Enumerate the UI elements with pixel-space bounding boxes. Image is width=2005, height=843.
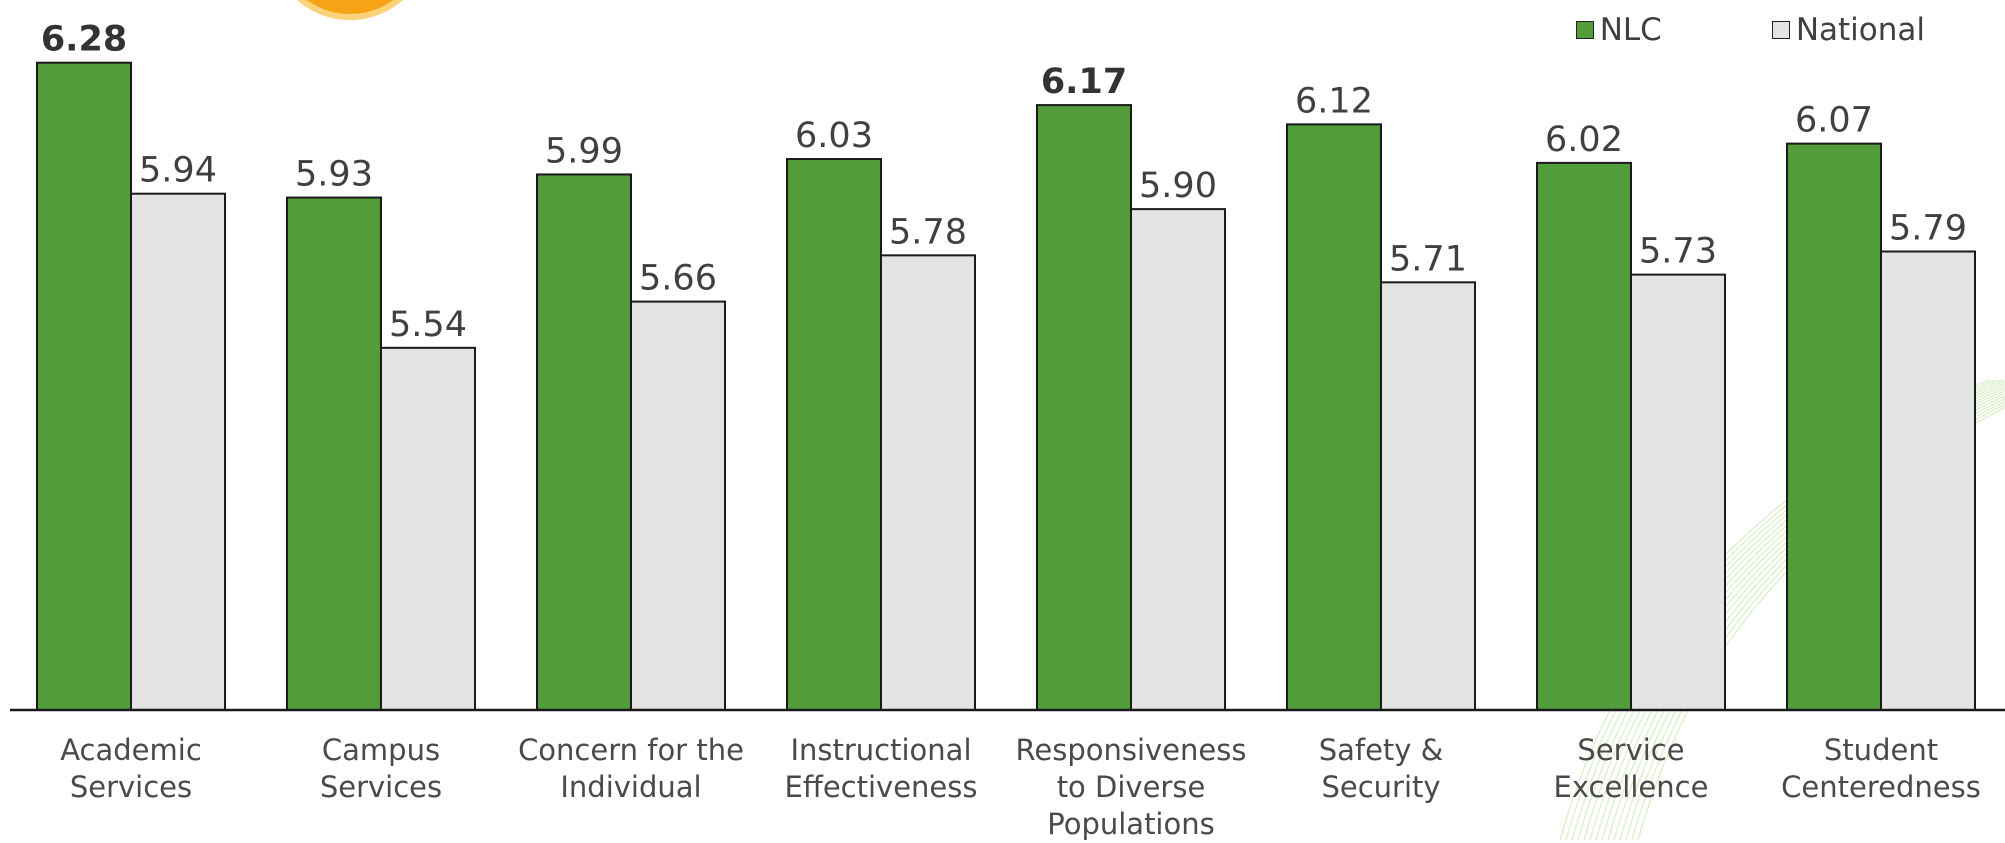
category-label: Services: [70, 770, 192, 804]
data-label-national: 5.73: [1639, 232, 1717, 272]
category-label: Individual: [560, 770, 701, 804]
bar-national: [1880, 250, 1976, 711]
legend-swatch-nlc: [1575, 21, 1594, 39]
category-label: Campus: [322, 733, 440, 767]
category-label: Effectiveness: [785, 770, 978, 804]
data-label-nlc: 6.02: [1545, 120, 1623, 160]
category-label: Academic: [60, 733, 202, 767]
data-label-nlc: 5.99: [545, 131, 623, 171]
category-label: Safety &: [1319, 733, 1444, 767]
category-label: Services: [320, 770, 442, 804]
bar-nlc: [286, 196, 382, 711]
bar-national: [1630, 273, 1726, 711]
data-label-nlc: 5.93: [295, 155, 373, 195]
data-label-nlc: 6.07: [1795, 101, 1873, 141]
category-label: Populations: [1047, 807, 1214, 841]
bar-national: [1130, 208, 1226, 711]
category-label: Service: [1577, 733, 1684, 767]
category-label: to Diverse: [1057, 770, 1206, 804]
category-label: Excellence: [1554, 770, 1709, 804]
bar-national: [1380, 281, 1476, 711]
legend-item-national: National: [1771, 12, 1925, 48]
legend-swatch-national: [1771, 21, 1790, 39]
legend-label-nlc: NLC: [1599, 12, 1662, 48]
data-label-national: 5.66: [639, 259, 717, 299]
bar-nlc: [786, 158, 882, 711]
bar-nlc: [1286, 123, 1382, 711]
data-label-nlc: 6.03: [795, 116, 873, 156]
bar-national: [880, 254, 976, 711]
category-label: Instructional: [790, 733, 971, 767]
category-label: Responsiveness: [1016, 733, 1247, 767]
chart-legend: NLC National: [1575, 12, 1925, 48]
category-label: Centeredness: [1781, 770, 1981, 804]
bar-nlc: [1786, 142, 1882, 711]
category-label: Security: [1321, 770, 1440, 804]
bar-national: [630, 300, 726, 711]
data-label-nlc: 6.28: [41, 20, 127, 60]
data-label-national: 5.79: [1889, 209, 1967, 249]
data-label-nlc: 6.12: [1295, 81, 1373, 121]
legend-item-nlc: NLC: [1575, 12, 1662, 48]
bar-nlc: [36, 61, 132, 712]
legend-label-national: National: [1795, 12, 1925, 48]
bar-nlc: [536, 173, 632, 712]
category-label: Concern for the: [518, 733, 744, 767]
bar-nlc: [1036, 104, 1132, 711]
data-label-national: 5.71: [1389, 239, 1467, 279]
bar-national: [130, 192, 226, 712]
data-label-national: 5.94: [139, 151, 217, 191]
data-label-national: 5.78: [889, 212, 967, 252]
category-label: Student: [1824, 733, 1938, 767]
data-label-nlc: 6.17: [1041, 62, 1127, 102]
bar-national: [380, 346, 476, 711]
bar-nlc: [1536, 161, 1632, 712]
data-label-national: 5.90: [1139, 166, 1217, 206]
data-label-national: 5.54: [389, 305, 467, 345]
